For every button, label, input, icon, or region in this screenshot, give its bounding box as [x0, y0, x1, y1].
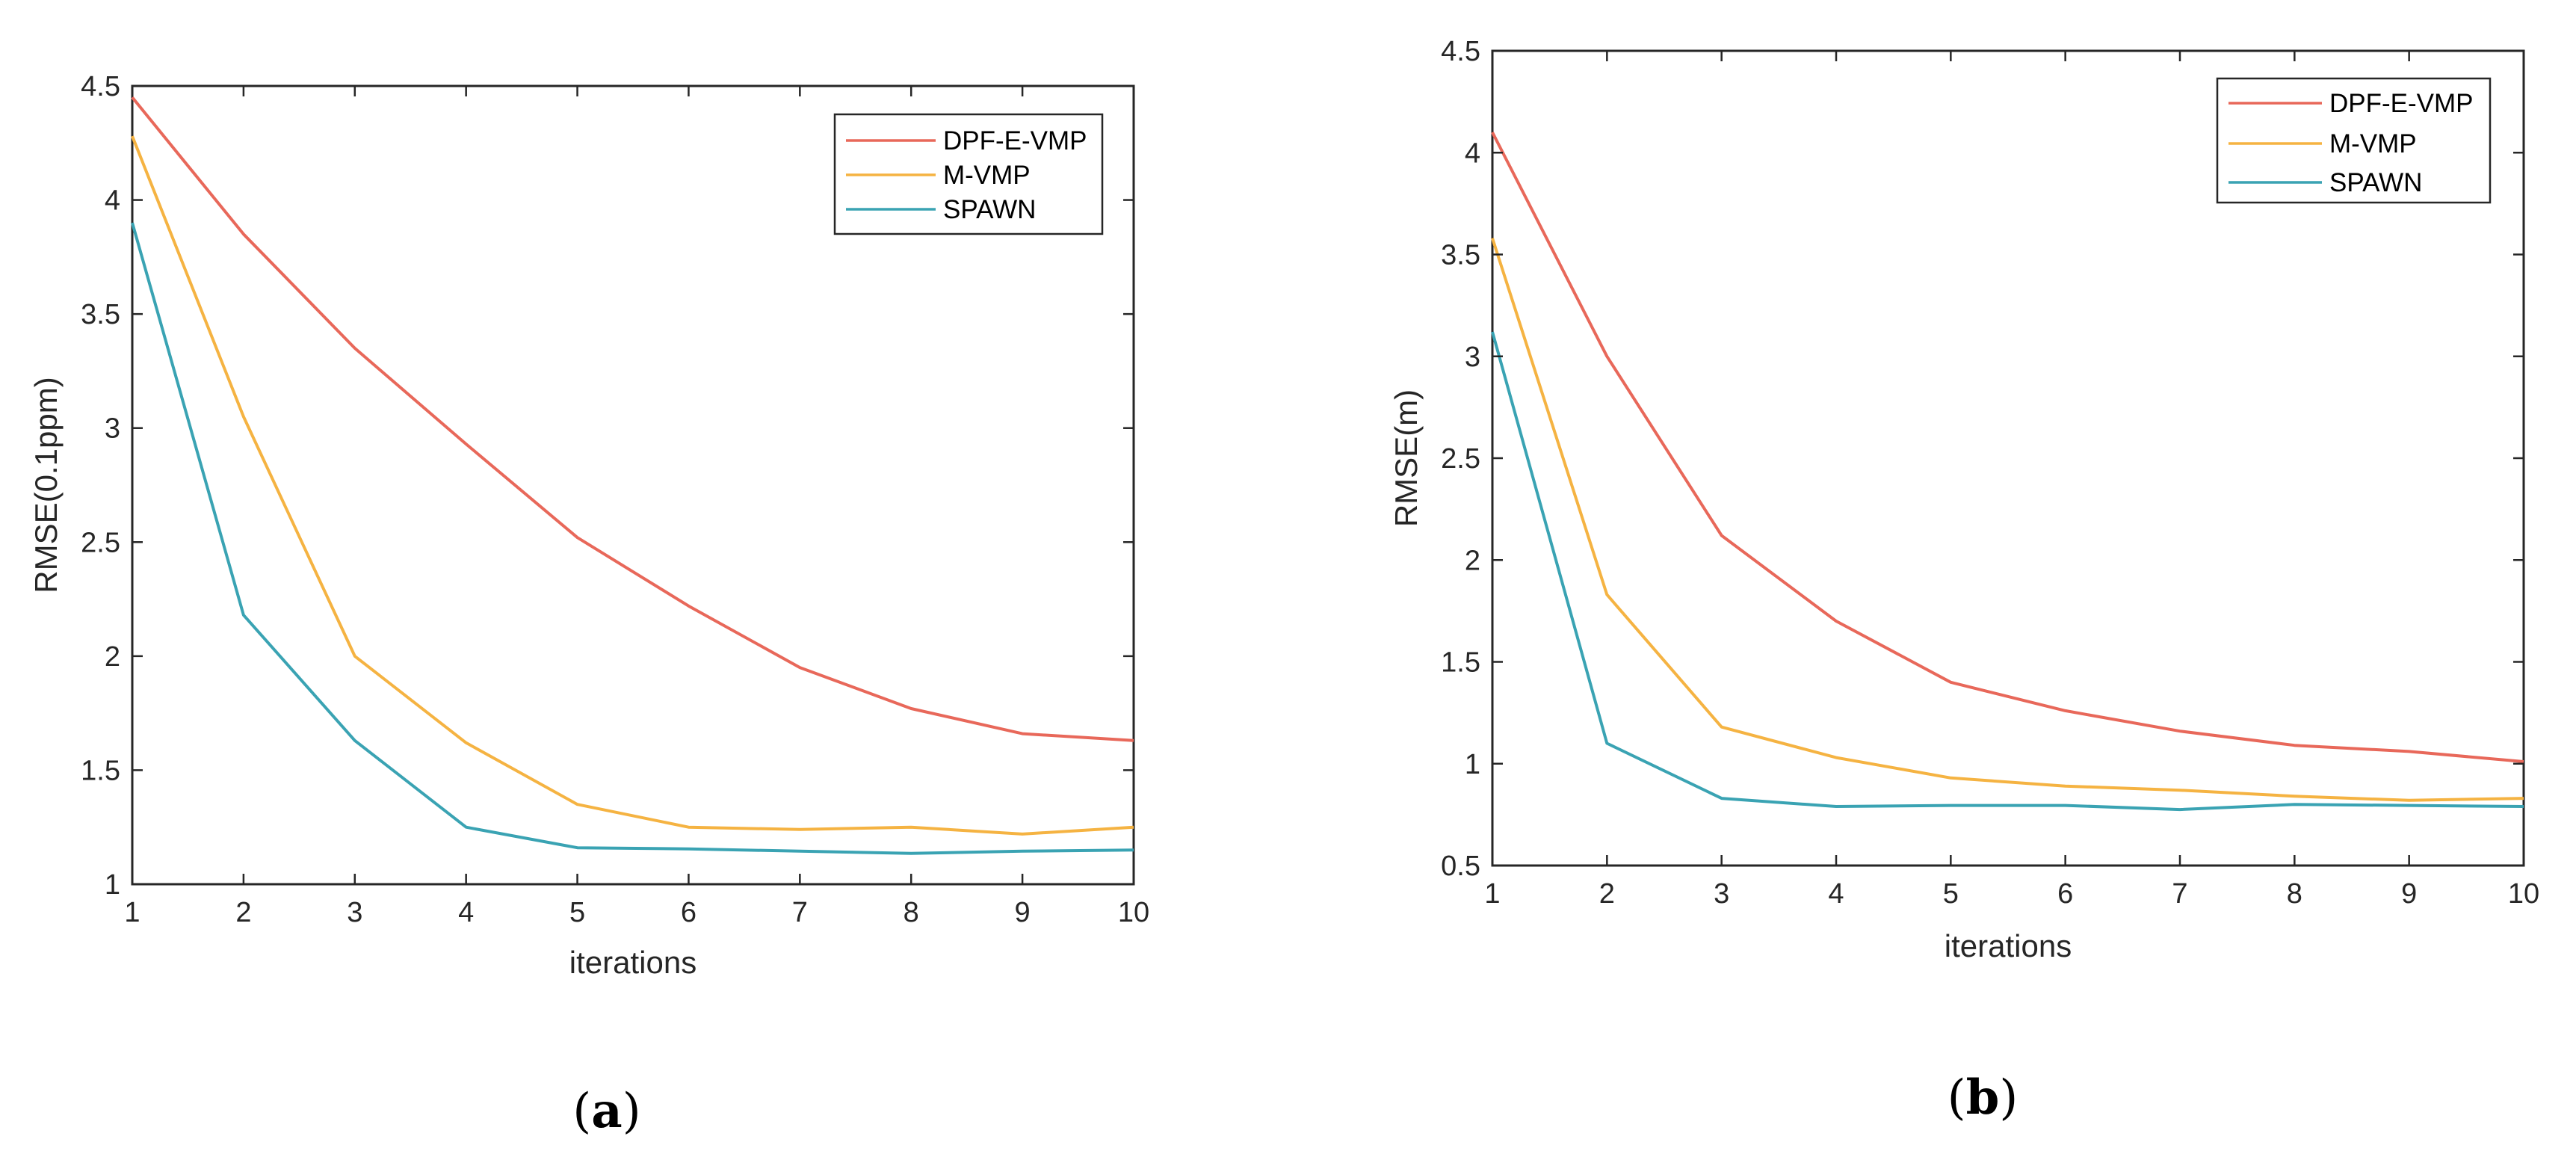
caption-a-open: ( [572, 1084, 591, 1139]
x-tick-label: 1 [124, 897, 140, 928]
legend-label-dpf-e-vmp: DPF-E-VMP [2329, 89, 2474, 118]
legend-label-dpf-e-vmp: DPF-E-VMP [943, 126, 1087, 155]
y-tick-label: 2.5 [81, 527, 120, 558]
y-tick-label: 3 [1465, 342, 1480, 373]
y-tick-label: 1 [1465, 749, 1480, 780]
x-tick-label: 1 [1484, 878, 1500, 910]
x-tick-label: 5 [569, 897, 585, 928]
x-tick-label: 9 [2401, 878, 2417, 910]
x-tick-label: 5 [1943, 878, 1959, 910]
series-line-m-vmp-a [131, 135, 1134, 836]
x-tick-label: 6 [681, 897, 696, 928]
y-tick-label: 2 [105, 641, 120, 673]
x-tick-label: 10 [1118, 897, 1149, 928]
x-tick-label: 7 [792, 897, 808, 928]
x-tick-label: 8 [904, 897, 919, 928]
x-tick-label: 9 [1015, 897, 1031, 928]
y-tick-label: 3.5 [1441, 240, 1480, 271]
legend-label-m-vmp: M-VMP [943, 161, 1031, 190]
series-line-spawn-b [1491, 331, 2524, 812]
x-axis-label-b: iterations [1945, 928, 2072, 963]
series-group-a [131, 96, 1134, 855]
series-line-m-vmp-b [1491, 238, 2524, 802]
caption-a-letter: a [591, 1083, 622, 1139]
y-tick-label: 3 [105, 413, 120, 445]
y-tick-label: 4.5 [1441, 36, 1480, 67]
x-tick-label: 8 [2287, 878, 2302, 910]
caption-b-close: ) [1999, 1070, 2018, 1126]
legend-a: DPF-E-VMP M-VMP SPAWN [833, 113, 1104, 235]
x-axis-label-a: iterations [569, 945, 696, 980]
caption-a: (a) [572, 1083, 640, 1139]
x-tick-label: 3 [1714, 878, 1729, 910]
x-tick-label: 4 [1828, 878, 1844, 910]
x-tick-label: 2 [1599, 878, 1615, 910]
y-tick-label: 3.5 [81, 299, 120, 330]
chart-panel-a: 1 2 3 4 5 6 7 8 9 10 1 1.5 2 2.5 3 3.5 4 4.5 iterations R… [28, 71, 1149, 980]
series-line-dpf-e-vmp-b [1491, 132, 2524, 763]
y-tick-label: 1.5 [1441, 647, 1480, 679]
caption-b: (b) [1948, 1070, 2019, 1126]
x-tick-label: 4 [458, 897, 474, 928]
y-tick-label: 1 [105, 869, 120, 901]
y-tick-label: 2 [1465, 545, 1480, 576]
y-axis-label-a: RMSE(0.1ppm) [28, 377, 64, 593]
y-tick-label: 2.5 [1441, 443, 1480, 475]
caption-b-open: ( [1948, 1070, 1966, 1126]
caption-b-letter: b [1966, 1070, 2000, 1126]
legend-label-spawn: SPAWN [943, 195, 1036, 224]
x-tick-label: 6 [2057, 878, 2073, 910]
series-group-b [1491, 132, 2524, 812]
tick-group-b: 1 2 3 4 5 6 7 8 9 100.511.522.533.544.5 [1441, 36, 2539, 910]
y-axis-label-b: RMSE(m) [1389, 389, 1424, 527]
legend-label-m-vmp: M-VMP [2329, 129, 2417, 158]
y-tick-label: 1.5 [81, 755, 120, 786]
series-line-spawn-a [131, 222, 1134, 855]
caption-a-close: ) [623, 1084, 641, 1139]
legend-label-spawn: SPAWN [2329, 168, 2422, 197]
legend-b: DPF-E-VMP M-VMP SPAWN [2216, 77, 2492, 204]
x-tick-label: 10 [2508, 878, 2539, 910]
chart-panel-b: 1 2 3 4 5 6 7 8 9 100.511.522.533.544.5 iteration… [1389, 36, 2539, 963]
x-tick-label: 3 [347, 897, 362, 928]
y-tick-label: 4 [105, 185, 120, 217]
x-tick-label: 2 [235, 897, 251, 928]
x-tick-label: 7 [2172, 878, 2187, 910]
series-line-dpf-e-vmp-a [131, 96, 1134, 742]
y-tick-label: 0.5 [1441, 851, 1480, 882]
y-tick-label: 4 [1465, 138, 1480, 169]
tick-group-a: 1 2 3 4 5 6 7 8 9 10 1 1.5 2 2.5 3 3.5 4 4.5 [81, 71, 1149, 928]
y-tick-label: 4.5 [81, 71, 120, 102]
